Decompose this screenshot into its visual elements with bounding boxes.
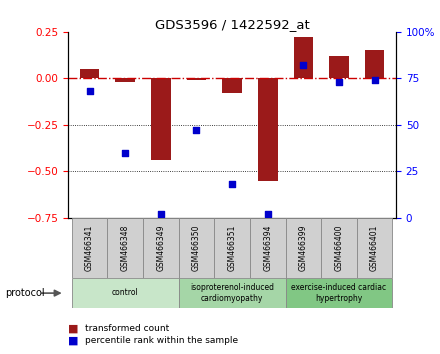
Text: GSM466348: GSM466348 <box>121 224 130 271</box>
Bar <box>329 56 349 78</box>
FancyBboxPatch shape <box>321 218 357 278</box>
Text: protocol: protocol <box>5 288 45 298</box>
Point <box>335 79 342 85</box>
Bar <box>258 78 278 181</box>
FancyBboxPatch shape <box>357 218 392 278</box>
FancyBboxPatch shape <box>179 218 214 278</box>
FancyBboxPatch shape <box>214 218 250 278</box>
Point <box>86 88 93 94</box>
FancyBboxPatch shape <box>250 218 286 278</box>
Point <box>122 150 129 155</box>
Point <box>229 181 236 187</box>
Text: GSM466394: GSM466394 <box>263 224 272 271</box>
Text: GSM466399: GSM466399 <box>299 224 308 271</box>
FancyBboxPatch shape <box>286 218 321 278</box>
Text: exercise-induced cardiac
hypertrophy: exercise-induced cardiac hypertrophy <box>291 283 387 303</box>
Title: GDS3596 / 1422592_at: GDS3596 / 1422592_at <box>155 18 309 31</box>
Text: GSM466400: GSM466400 <box>334 224 344 271</box>
Text: GSM466401: GSM466401 <box>370 224 379 271</box>
Point <box>371 78 378 83</box>
Text: GSM466349: GSM466349 <box>156 224 165 271</box>
Bar <box>151 78 171 160</box>
Text: isoproterenol-induced
cardiomyopathy: isoproterenol-induced cardiomyopathy <box>190 283 274 303</box>
Text: control: control <box>112 289 139 297</box>
FancyBboxPatch shape <box>107 218 143 278</box>
Text: GSM466350: GSM466350 <box>192 224 201 271</box>
Text: ■: ■ <box>68 336 79 346</box>
Bar <box>187 78 206 80</box>
Point <box>193 127 200 133</box>
Bar <box>80 69 99 78</box>
Text: transformed count: transformed count <box>85 324 169 333</box>
Bar <box>115 78 135 82</box>
Text: ■: ■ <box>68 324 79 333</box>
FancyBboxPatch shape <box>143 218 179 278</box>
Point <box>264 211 271 217</box>
Bar <box>365 50 385 78</box>
FancyBboxPatch shape <box>179 278 286 308</box>
FancyBboxPatch shape <box>72 218 107 278</box>
Point <box>158 211 165 217</box>
Bar <box>293 38 313 78</box>
FancyBboxPatch shape <box>72 278 179 308</box>
Bar <box>222 78 242 93</box>
Text: GSM466341: GSM466341 <box>85 224 94 271</box>
Point <box>300 62 307 68</box>
Text: percentile rank within the sample: percentile rank within the sample <box>85 336 238 345</box>
Text: GSM466351: GSM466351 <box>227 224 237 271</box>
FancyBboxPatch shape <box>286 278 392 308</box>
